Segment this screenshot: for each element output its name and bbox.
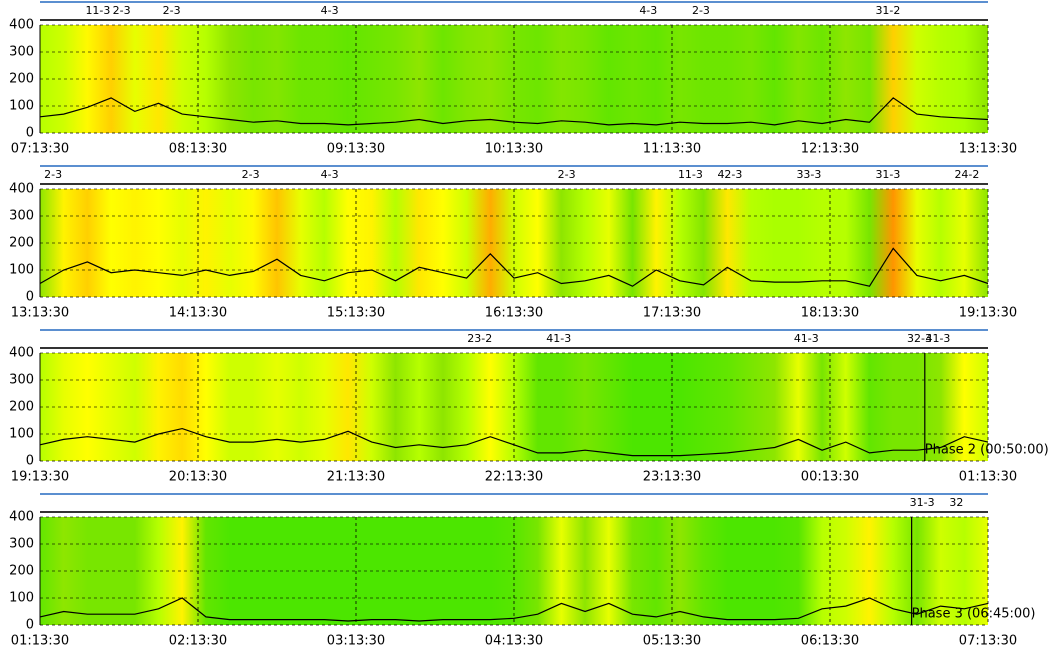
y-tick-label: 300 <box>9 209 34 224</box>
phase-label: Phase 2 (00:50:00) <box>925 443 1049 458</box>
event-label: 41-3 <box>546 332 571 345</box>
event-label: 2-3 <box>558 168 576 181</box>
x-tick-label: 17:13:30 <box>643 306 701 321</box>
event-label: 4-3 <box>321 168 339 181</box>
x-tick-label: 19:13:30 <box>959 306 1017 321</box>
event-label: 41-3 <box>794 332 819 345</box>
trace-line <box>39 597 989 622</box>
x-tick-label: 05:13:30 <box>643 634 701 648</box>
y-tick-label: 200 <box>9 564 34 579</box>
x-tick-label: 00:13:30 <box>801 470 859 485</box>
x-tick-label: 03:13:30 <box>327 634 385 648</box>
y-tick-label: 200 <box>9 400 34 415</box>
event-label: 32-3 <box>907 332 932 345</box>
y-tick-label: 300 <box>9 373 34 388</box>
x-tick-label: 18:13:30 <box>801 306 859 321</box>
event-label: 33-3 <box>796 168 821 181</box>
event-label: 2-3 <box>692 4 710 17</box>
x-tick-label: 01:13:30 <box>11 634 69 648</box>
x-tick-label: 13:13:30 <box>959 142 1017 157</box>
event-label: 42-3 <box>717 168 742 181</box>
y-tick-label: 400 <box>9 346 34 361</box>
y-tick-label: 0 <box>26 618 34 633</box>
y-tick-label: 100 <box>9 591 34 606</box>
y-tick-label: 0 <box>26 454 34 469</box>
y-tick-label: 0 <box>26 126 34 141</box>
event-label: 2-3 <box>242 168 260 181</box>
x-tick-label: 13:13:30 <box>11 306 69 321</box>
event-label: 23-2 <box>467 332 492 345</box>
event-label: 31-3 <box>875 168 900 181</box>
event-label: 4-3 <box>321 4 339 17</box>
event-label: 2-3 <box>163 4 181 17</box>
x-tick-label: 02:13:30 <box>169 634 227 648</box>
x-tick-label: 15:13:30 <box>327 306 385 321</box>
y-tick-label: 300 <box>9 537 34 552</box>
event-label: 24-2 <box>954 168 979 181</box>
y-tick-label: 200 <box>9 236 34 251</box>
y-tick-label: 0 <box>26 290 34 305</box>
event-label: 32 <box>949 496 963 509</box>
x-tick-label: 19:13:30 <box>11 470 69 485</box>
x-tick-label: 14:13:30 <box>169 306 227 321</box>
y-tick-label: 400 <box>9 18 34 33</box>
phase-label: Phase 3 (06:45:00) <box>912 607 1036 622</box>
y-tick-label: 100 <box>9 99 34 114</box>
trace-line <box>39 247 989 287</box>
x-tick-label: 10:13:30 <box>485 142 543 157</box>
x-tick-label: 04:13:30 <box>485 634 543 648</box>
x-tick-label: 08:13:30 <box>169 142 227 157</box>
x-tick-label: 22:13:30 <box>485 470 543 485</box>
event-label: 41-3 <box>925 332 950 345</box>
x-tick-label: 21:13:30 <box>327 470 385 485</box>
event-label: 2-3 <box>44 168 62 181</box>
event-label: 2-3 <box>113 4 131 17</box>
y-tick-label: 300 <box>9 45 34 60</box>
x-tick-label: 20:13:30 <box>169 470 227 485</box>
trace-line <box>39 427 989 457</box>
event-label: 31-2 <box>875 4 900 17</box>
x-tick-label: 11:13:30 <box>643 142 701 157</box>
event-label: 31-3 <box>910 496 935 509</box>
x-tick-label: 07:13:30 <box>959 634 1017 648</box>
event-label: 11-3 <box>678 168 703 181</box>
x-tick-label: 12:13:30 <box>801 142 859 157</box>
y-tick-label: 100 <box>9 263 34 278</box>
trace-line <box>39 97 989 126</box>
x-tick-label: 23:13:30 <box>643 470 701 485</box>
x-tick-label: 06:13:30 <box>801 634 859 648</box>
x-tick-label: 16:13:30 <box>485 306 543 321</box>
y-tick-label: 200 <box>9 72 34 87</box>
event-label: 11-3 <box>85 4 110 17</box>
y-tick-label: 400 <box>9 510 34 525</box>
x-tick-label: 09:13:30 <box>327 142 385 157</box>
x-tick-label: 07:13:30 <box>11 142 69 157</box>
event-label: 4-3 <box>639 4 657 17</box>
y-tick-label: 400 <box>9 182 34 197</box>
x-tick-label: 01:13:30 <box>959 470 1017 485</box>
y-tick-label: 100 <box>9 427 34 442</box>
